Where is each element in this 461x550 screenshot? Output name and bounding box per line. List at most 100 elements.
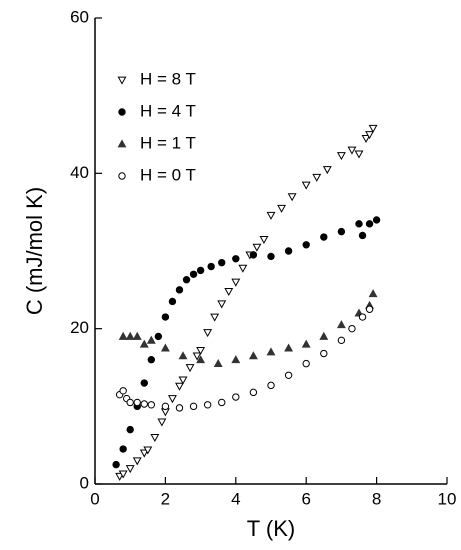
data-point <box>126 398 134 407</box>
data-point <box>354 150 364 159</box>
data-point <box>218 258 226 267</box>
data-point <box>118 331 128 340</box>
x-tick-label: 8 <box>372 489 381 508</box>
data-point <box>267 381 275 390</box>
data-point <box>365 131 375 140</box>
legend-label: H = 1 T <box>140 133 196 152</box>
data-point <box>252 243 262 252</box>
legend-marker <box>118 108 126 116</box>
data-point <box>248 351 258 360</box>
data-point <box>218 398 226 407</box>
data-point <box>320 233 328 241</box>
data-point <box>231 355 241 364</box>
data-point <box>277 204 287 213</box>
legend-label: H = 0 T <box>140 165 196 184</box>
data-point <box>301 339 311 348</box>
data-point <box>224 288 234 297</box>
data-point <box>125 465 135 474</box>
data-point <box>347 146 357 155</box>
data-point <box>259 235 269 244</box>
data-point <box>192 352 202 361</box>
data-point <box>133 398 141 407</box>
data-point <box>302 359 310 368</box>
data-point <box>210 313 220 322</box>
data-point <box>368 289 378 298</box>
y-tick-label: 40 <box>70 163 89 182</box>
data-point <box>168 297 177 306</box>
data-point <box>213 358 223 367</box>
data-point <box>189 270 198 278</box>
data-point <box>372 216 381 224</box>
x-tick-label: 6 <box>301 489 310 508</box>
data-point <box>232 255 240 263</box>
data-point <box>196 355 206 364</box>
data-point <box>238 264 248 273</box>
data-point <box>231 278 241 287</box>
data-point <box>267 252 275 261</box>
data-point <box>140 400 148 408</box>
y-tick-label: 20 <box>70 318 89 337</box>
data-point <box>132 457 142 466</box>
data-point <box>147 401 156 409</box>
data-point <box>284 247 293 255</box>
data-point <box>139 339 149 348</box>
y-tick-label: 60 <box>70 7 89 26</box>
data-point <box>284 371 293 379</box>
legend-marker <box>117 139 127 148</box>
data-point <box>203 401 212 409</box>
data-point <box>249 251 258 259</box>
data-point <box>175 382 184 391</box>
data-point <box>150 434 160 443</box>
data-point <box>140 379 148 387</box>
data-point <box>249 388 258 397</box>
x-tick-label: 0 <box>90 489 99 508</box>
data-point <box>196 347 206 356</box>
data-point <box>358 313 367 321</box>
data-point <box>336 320 346 329</box>
data-point <box>365 220 374 228</box>
data-point <box>154 332 163 341</box>
data-point <box>167 395 177 404</box>
data-point <box>119 387 127 395</box>
data-point <box>287 193 297 202</box>
data-point <box>207 262 215 271</box>
data-point <box>319 331 329 340</box>
x-axis-title: T (K) <box>247 516 295 541</box>
data-point <box>284 343 294 352</box>
y-axis-title: C (mJ/mol K) <box>22 187 47 315</box>
data-point <box>112 460 120 469</box>
x-tick-label: 4 <box>231 489 240 508</box>
legend-marker <box>117 76 127 85</box>
data-point <box>217 300 227 309</box>
data-point <box>160 343 170 352</box>
data-point <box>143 446 153 455</box>
data-point <box>368 124 378 133</box>
data-point <box>146 335 156 344</box>
data-point <box>337 336 346 345</box>
data-point <box>185 364 195 373</box>
data-point <box>203 329 213 338</box>
data-point <box>361 135 371 144</box>
data-point <box>161 402 170 411</box>
data-point <box>266 347 276 356</box>
data-point <box>147 356 156 364</box>
data-point <box>125 331 135 340</box>
data-point <box>320 349 328 358</box>
legend-label: H = 8 T <box>140 69 196 88</box>
data-point <box>175 404 184 412</box>
data-point <box>118 470 128 479</box>
legend-marker <box>118 172 126 180</box>
data-point <box>132 331 142 340</box>
data-point <box>126 425 134 434</box>
data-point <box>232 393 240 401</box>
data-point <box>157 418 167 427</box>
data-point <box>161 313 170 321</box>
data-point <box>119 445 127 453</box>
data-point <box>178 376 188 385</box>
data-point <box>266 211 276 220</box>
x-tick-label: 10 <box>438 489 457 508</box>
data-point <box>336 152 346 161</box>
data-point <box>139 449 149 458</box>
y-tick-label: 0 <box>80 473 89 492</box>
